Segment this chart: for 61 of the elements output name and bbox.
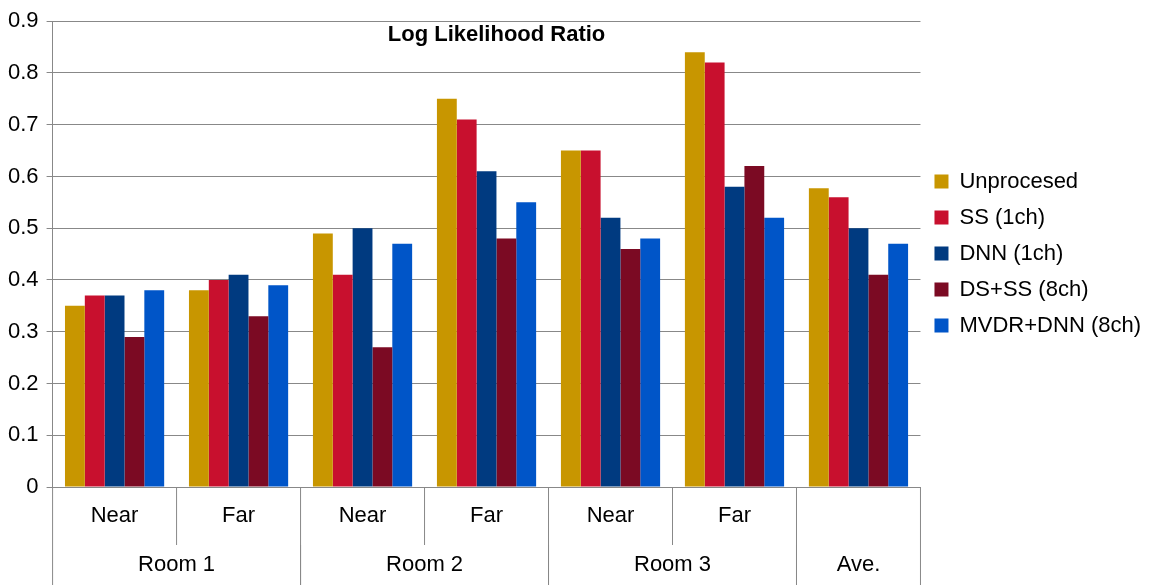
bar xyxy=(560,150,581,487)
y-tick-label: 0.4 xyxy=(7,266,39,292)
bar xyxy=(888,243,909,487)
chart-title: Log Likelihood Ratio xyxy=(387,21,606,47)
legend-label: SS (1ch) xyxy=(959,203,1046,229)
bar xyxy=(744,166,765,487)
bar xyxy=(372,347,393,487)
bar xyxy=(764,217,785,487)
y-tick-label: 0.6 xyxy=(7,162,39,188)
y-tick-label: 0.8 xyxy=(7,59,39,85)
x-tick-label: Near xyxy=(338,502,387,528)
y-tick-label: 0.2 xyxy=(7,369,39,395)
y-tick-label: 0.3 xyxy=(7,317,39,343)
bar xyxy=(436,98,457,487)
y-tick-label: 0.9 xyxy=(7,7,39,33)
bar xyxy=(620,248,641,487)
bar xyxy=(456,119,477,487)
bar xyxy=(868,274,889,487)
bar xyxy=(724,186,745,487)
bar xyxy=(188,290,209,487)
bar xyxy=(332,274,353,487)
bar xyxy=(704,62,725,487)
bar xyxy=(808,188,829,487)
y-tick-label: 0.5 xyxy=(7,214,39,240)
bar xyxy=(228,274,249,487)
text: Ave. xyxy=(836,551,881,577)
legend-label: DS+SS (8ch) xyxy=(959,275,1089,301)
bar xyxy=(476,171,497,487)
text: Room 2 xyxy=(386,551,464,577)
bar xyxy=(600,217,621,487)
bar xyxy=(208,279,229,487)
text: Room 3 xyxy=(633,551,712,577)
x-tick-label: Near xyxy=(586,502,635,528)
y-tick-label: 0 xyxy=(26,473,39,499)
x-tick-label: Far xyxy=(470,502,504,528)
x-tick-label: Near xyxy=(90,502,139,528)
legend-label: MVDR+DNN (8ch) xyxy=(959,311,1142,337)
bar xyxy=(84,295,105,487)
bar xyxy=(268,285,289,487)
bar xyxy=(580,150,601,487)
bar xyxy=(392,243,413,487)
bar xyxy=(248,316,269,487)
bar xyxy=(312,233,333,487)
bar xyxy=(144,290,165,487)
x-tick-label: Far xyxy=(222,502,256,528)
bar xyxy=(828,197,849,487)
bar xyxy=(496,238,517,487)
bar xyxy=(352,228,373,487)
legend-label: Unprocesed xyxy=(959,167,1079,193)
text: Room 1 xyxy=(138,551,216,577)
legend-label: DNN (1ch) xyxy=(959,239,1064,265)
y-tick-label: 0.1 xyxy=(7,421,39,447)
bar xyxy=(104,295,125,487)
x-tick-label: Far xyxy=(718,502,751,528)
bar xyxy=(640,238,661,487)
bar xyxy=(848,228,869,487)
bar xyxy=(64,305,85,487)
bar xyxy=(124,336,145,487)
bar xyxy=(516,202,537,487)
y-tick-label: 0.7 xyxy=(7,110,39,136)
bar xyxy=(684,52,705,487)
